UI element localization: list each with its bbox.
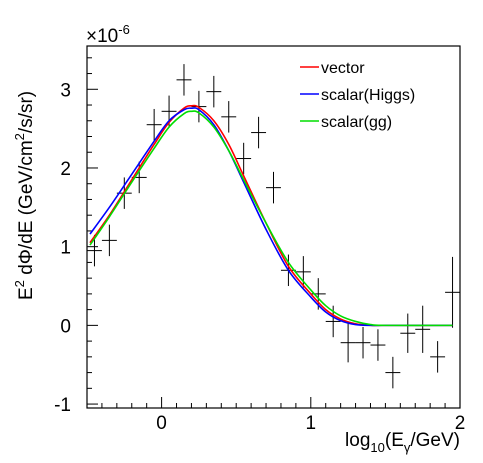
y-title-sup: 2: [12, 280, 27, 287]
legend-item: scalar(Higgs): [300, 87, 415, 104]
data-point: [340, 323, 356, 363]
data-point: [355, 326, 371, 359]
x-title-sub1: 10: [370, 440, 384, 455]
x-axis-title: log10(Eγ/GeV): [345, 430, 460, 455]
x-tick-label: 0: [156, 413, 167, 434]
data-point: [385, 356, 401, 389]
y-multiplier-exponent: -6: [118, 22, 130, 37]
y-title-end: /s/sr): [16, 91, 37, 133]
data-point: [415, 305, 431, 353]
data-point: [206, 75, 222, 108]
y-tick-label: 3: [60, 80, 71, 101]
data-point: [221, 101, 237, 133]
data-point: [370, 329, 386, 361]
series-line-scalar-gg: [89, 110, 453, 327]
x-title-sub2: γ: [404, 440, 411, 455]
data-point: [430, 341, 446, 373]
y-tick-label: 1: [60, 238, 71, 259]
x-title-mid: (E: [385, 430, 404, 451]
plot-frame: [86, 45, 461, 409]
y-title-mid: dΦ/dE (GeV/cm: [16, 140, 37, 280]
x-tick-label: 1: [306, 413, 317, 434]
y-title-sup2: 2: [12, 133, 27, 140]
x-title-base: log: [345, 430, 370, 451]
x-title-end: /GeV): [410, 430, 460, 451]
y-axis-ticks: -1 0 1 2 3: [54, 57, 98, 416]
data-point: [101, 224, 117, 257]
data-point: [176, 64, 192, 96]
y-multiplier-base: ×10: [86, 26, 118, 47]
model-curves: [89, 104, 453, 327]
data-point: [266, 171, 281, 204]
x-tick-label: 2: [455, 413, 466, 434]
y-axis-title: E2 dΦ/dE (GeV/cm2/s/sr): [12, 91, 37, 300]
y-title-base: E: [16, 287, 37, 300]
legend-label: vector: [321, 60, 365, 77]
legend-item: vector: [300, 60, 365, 77]
y-tick-label: 2: [60, 159, 71, 180]
x-axis-ticks: 0 1 2: [86, 397, 466, 434]
data-point: [236, 142, 252, 175]
y-tick-label: 0: [60, 316, 71, 337]
legend: vector scalar(Higgs) scalar(gg): [300, 60, 415, 131]
data-point: [251, 116, 267, 149]
data-point: [445, 256, 460, 328]
data-point: [87, 234, 102, 267]
y-tick-label: -1: [54, 395, 71, 416]
data-point: [400, 313, 416, 353]
legend-label: scalar(gg): [321, 114, 392, 131]
legend-label: scalar(Higgs): [321, 87, 415, 104]
y-multiplier: ×10-6: [86, 22, 130, 47]
legend-item: scalar(gg): [300, 114, 392, 131]
data-point: [146, 108, 162, 141]
